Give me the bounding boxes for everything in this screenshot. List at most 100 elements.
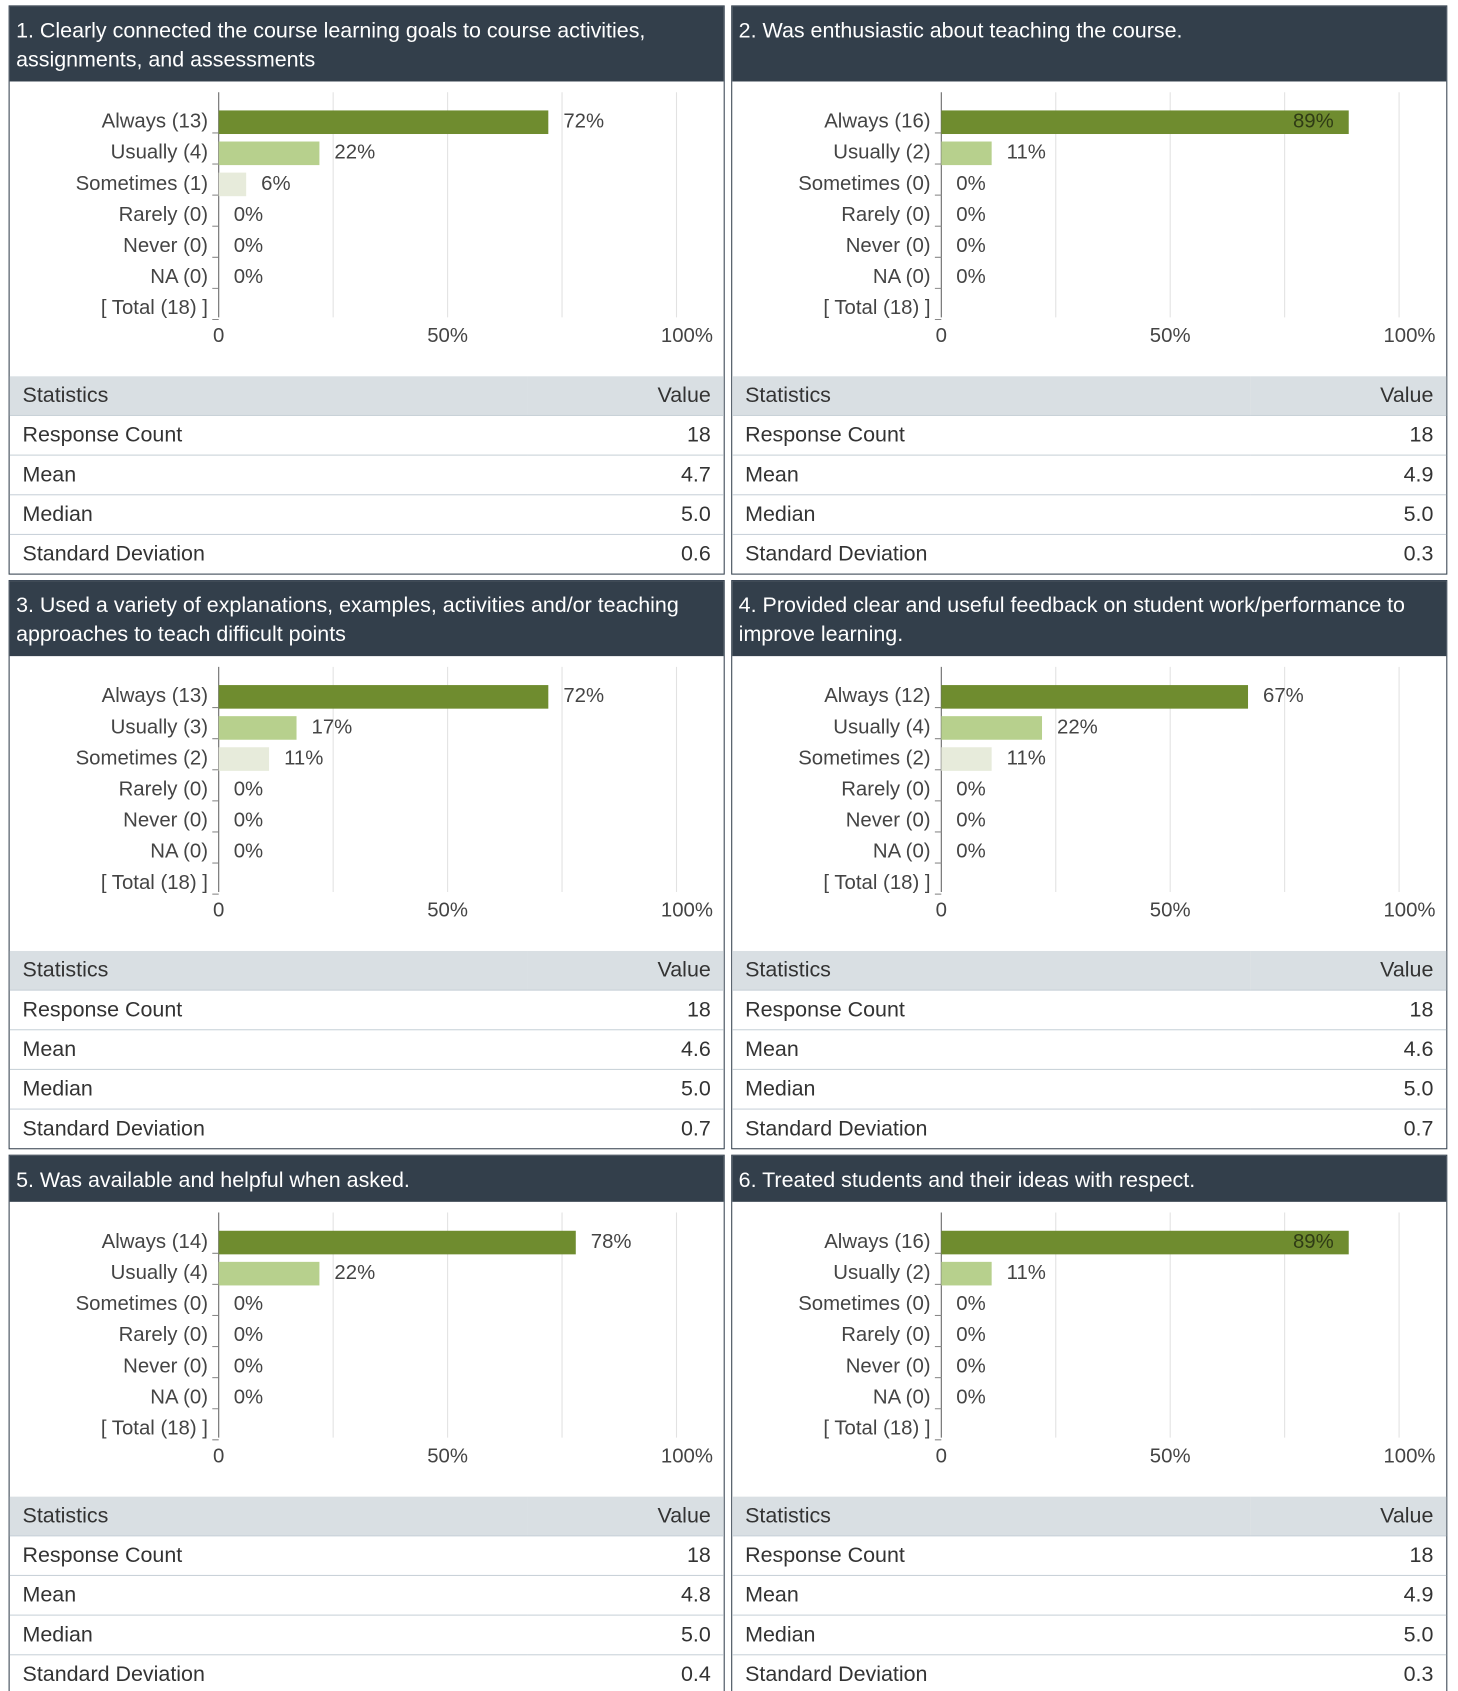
- panel-title: 2. Was enthusiastic about teaching the c…: [732, 6, 1447, 82]
- value-label: 0%: [234, 1293, 263, 1315]
- column-header: Statistics: [9, 1496, 528, 1536]
- value-label: 0%: [234, 204, 263, 226]
- stat-name: Median: [732, 494, 1250, 535]
- chart: 0 50% 100% Always (13) 72% Usually (4) 22% Some…: [76, 92, 713, 347]
- x-tick-label: 100%: [1383, 1445, 1435, 1467]
- column-header: Statistics: [732, 376, 1250, 416]
- panel: 4. Provided clear and useful feedback on…: [731, 580, 1448, 1150]
- table-row: Median 5.0: [732, 1614, 1447, 1655]
- stat-name: Standard Deviation: [9, 533, 528, 574]
- table-row: Standard Deviation 0.3: [732, 1654, 1447, 1691]
- stat-name: Mean: [732, 1574, 1250, 1616]
- value-label: 0%: [234, 266, 263, 288]
- stat-value: 18: [1249, 989, 1447, 1030]
- category-label: [ Total (18) ]: [823, 297, 930, 319]
- stat-name: Median: [9, 1614, 528, 1655]
- category-label: Always (13): [102, 111, 208, 133]
- value-label: 11%: [1007, 142, 1046, 164]
- table-row: Standard Deviation 0.6: [9, 533, 724, 574]
- panel: 2. Was enthusiastic about teaching the c…: [731, 5, 1448, 575]
- category-label: NA (0): [150, 266, 208, 288]
- bar: [218, 110, 549, 135]
- category-label: Never (0): [846, 235, 931, 257]
- category-label: Usually (4): [833, 716, 930, 738]
- statistics-table: Statistics Value Response Count 18 Mean 4.9 Me…: [732, 376, 1447, 574]
- category-label: Never (0): [846, 810, 931, 832]
- bar: [218, 1261, 320, 1286]
- category-label: Usually (3): [111, 716, 208, 738]
- table-row: Median 5.0: [732, 1068, 1447, 1110]
- value-label: 11%: [284, 747, 323, 769]
- x-tick-label: 100%: [661, 1445, 713, 1467]
- category-label: [ Total (18) ]: [101, 872, 208, 894]
- category-label: Never (0): [123, 810, 208, 832]
- stat-name: Median: [732, 1068, 1250, 1110]
- table-row: Response Count 18: [9, 989, 724, 1030]
- panel: 3. Used a variety of explanations, examp…: [8, 580, 725, 1150]
- category-label: Usually (2): [833, 1262, 930, 1284]
- stat-name: Standard Deviation: [9, 1108, 528, 1149]
- chart: 0 50% 100% Always (16) 89% Usually (2) 11% Some…: [798, 92, 1436, 347]
- value-label: 0%: [956, 1355, 985, 1377]
- stat-name: Standard Deviation: [732, 1654, 1250, 1691]
- stat-name: Response Count: [9, 414, 528, 456]
- stat-value: 0.4: [527, 1654, 724, 1691]
- stat-name: Standard Deviation: [9, 1654, 528, 1691]
- value-label: 89%: [1293, 1231, 1334, 1253]
- bar: [218, 716, 297, 740]
- category-label: Never (0): [846, 1355, 931, 1377]
- stat-name: Response Count: [732, 989, 1250, 1030]
- x-tick-label: 100%: [1383, 325, 1435, 347]
- stat-name: Mean: [732, 1029, 1250, 1070]
- bar: [941, 716, 1043, 740]
- x-tick-label: 100%: [661, 900, 713, 922]
- column-header: Value: [1249, 950, 1447, 991]
- stat-value: 4.6: [1249, 1029, 1447, 1070]
- value-label: 0%: [956, 266, 985, 288]
- bar: [218, 685, 549, 709]
- stat-value: 4.8: [527, 1574, 724, 1616]
- column-header: Value: [527, 950, 724, 991]
- category-label: Rarely (0): [119, 204, 208, 226]
- panel-title: 6. Treated students and their ideas with…: [732, 1155, 1447, 1202]
- value-label: 0%: [234, 1324, 263, 1346]
- statistics-table: Statistics Value Response Count 18 Mean 4.9 Me…: [732, 1496, 1447, 1691]
- stat-value: 0.3: [1249, 1654, 1447, 1691]
- stat-value: 5.0: [1249, 1068, 1447, 1110]
- category-label: Always (16): [824, 1231, 930, 1253]
- table-row: Mean 4.8: [9, 1574, 724, 1616]
- category-label: Always (12): [824, 685, 930, 707]
- table-header-row: Statistics Value: [732, 950, 1447, 991]
- panel: 5. Was available and helpful when asked.…: [8, 1154, 725, 1691]
- stat-value: 5.0: [1249, 494, 1447, 535]
- stat-value: 4.9: [1249, 1574, 1447, 1616]
- category-label: Sometimes (0): [76, 1293, 208, 1315]
- stat-value: 5.0: [527, 1614, 724, 1655]
- column-header: Statistics: [9, 376, 528, 416]
- value-label: 11%: [1007, 1262, 1046, 1284]
- table-row: Response Count 18: [732, 414, 1447, 456]
- stat-value: 0.7: [527, 1108, 724, 1149]
- x-tick-label: 100%: [1383, 900, 1435, 922]
- table-row: Mean 4.6: [9, 1029, 724, 1070]
- x-tick-label: 100%: [661, 325, 713, 347]
- category-label: Rarely (0): [841, 204, 930, 226]
- value-label: 0%: [234, 1355, 263, 1377]
- column-header: Value: [1249, 376, 1447, 416]
- category-label: NA (0): [873, 266, 931, 288]
- category-label: Usually (4): [111, 1262, 208, 1284]
- bar: [941, 110, 1349, 135]
- table-row: Response Count 18: [9, 1535, 724, 1576]
- stat-name: Standard Deviation: [732, 1108, 1250, 1149]
- category-label: Sometimes (2): [798, 747, 930, 769]
- x-tick-label: 50%: [427, 900, 468, 922]
- bar: [941, 747, 992, 771]
- x-tick-label: 50%: [1150, 1445, 1191, 1467]
- stat-value: 5.0: [527, 494, 724, 535]
- stat-name: Response Count: [9, 1535, 528, 1576]
- category-label: Always (13): [102, 685, 208, 707]
- stat-name: Response Count: [732, 414, 1250, 456]
- category-label: Sometimes (0): [798, 1293, 930, 1315]
- table-row: Median 5.0: [9, 494, 724, 535]
- category-label: Rarely (0): [841, 779, 930, 801]
